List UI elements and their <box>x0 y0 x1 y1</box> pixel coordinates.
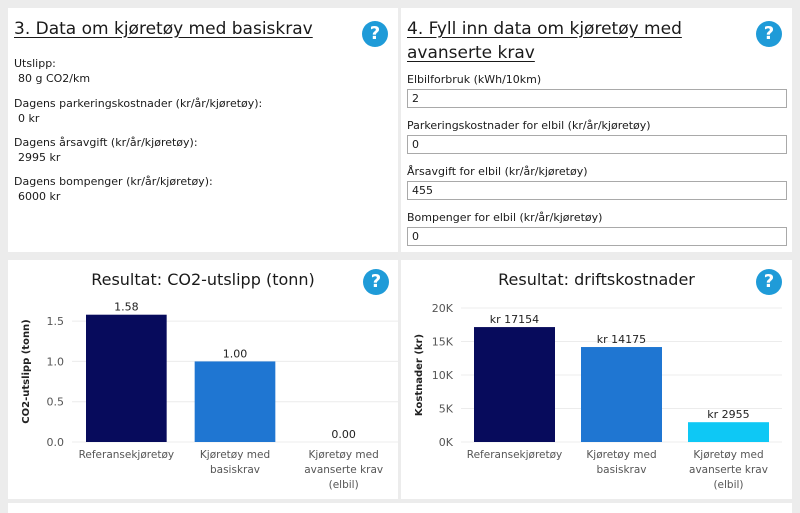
bar <box>581 347 662 442</box>
data-label: 1.58 <box>114 301 139 314</box>
x-tick-label: (elbil) <box>329 479 359 491</box>
data-label: kr 2955 <box>707 408 749 421</box>
y-axis-label: CO2-utslipp (tonn) <box>21 319 32 423</box>
x-tick-label: Referansekjøretøy <box>79 449 175 461</box>
annual-fee-value: 2995 kr <box>18 151 61 164</box>
panel-title-line2: avanserte krav <box>407 43 535 63</box>
parking-cost-value: 0 kr <box>18 112 40 125</box>
x-tick-label: Kjøretøy med <box>586 449 656 461</box>
data-label: 1.00 <box>223 347 248 360</box>
ev-parking-label: Parkeringskostnader for elbil (kr/år/kjø… <box>407 119 651 132</box>
x-tick-label: Kjøretøy med <box>309 449 379 461</box>
help-icon[interactable]: ? <box>756 21 782 47</box>
bar <box>194 361 276 442</box>
y-tick-label: 0.0 <box>47 436 65 449</box>
parking-cost-label: Dagens parkeringskostnader (kr/år/kjøret… <box>14 97 263 110</box>
panel-title-line1: 4. Fyll inn data om kjøretøy med <box>407 19 682 39</box>
ev-toll-label: Bompenger for elbil (kr/år/kjøretøy) <box>407 211 603 224</box>
bar <box>688 422 769 442</box>
panel-title: 3. Data om kjøretøy med basiskrav <box>14 19 313 39</box>
panel-basic-vehicle: 3. Data om kjøretøy med basiskrav ? Utsl… <box>8 8 398 252</box>
panel-cost-chart: Resultat: driftskostnader ? 0K 5K 10K 15K 20… <box>401 260 792 499</box>
ev-parking-input[interactable] <box>407 135 787 154</box>
ev-toll-input[interactable] <box>407 227 787 246</box>
ev-consumption-input[interactable] <box>407 89 787 108</box>
panel-co2-chart: Resultat: CO2-utslipp (tonn) ? 0.0 0.5 1.0… <box>8 260 398 499</box>
y-tick-label: 1.0 <box>47 355 65 368</box>
y-tick-label: 5K <box>439 403 454 416</box>
data-label: 0.00 <box>331 428 356 441</box>
bar <box>474 327 555 442</box>
x-tick-label: basiskrav <box>596 464 646 476</box>
help-icon[interactable]: ? <box>363 269 389 295</box>
x-tick-label: avanserte krav <box>304 464 383 476</box>
y-tick-label: 10K <box>432 369 454 382</box>
y-tick-label: 0.5 <box>47 396 65 409</box>
y-tick-label: 15K <box>432 336 454 349</box>
x-tick-label: avanserte krav <box>689 464 768 476</box>
x-tick-label: Referansekjøretøy <box>467 449 563 461</box>
panel-advanced-vehicle: 4. Fyll inn data om kjøretøy med avanser… <box>401 8 792 252</box>
x-tick-label: (elbil) <box>713 479 743 491</box>
toll-label: Dagens bompenger (kr/år/kjøretøy): <box>14 175 213 188</box>
data-label: kr 17154 <box>490 313 539 326</box>
y-tick-label: 20K <box>432 302 454 315</box>
data-label: kr 14175 <box>597 333 646 346</box>
toll-value: 6000 kr <box>18 190 61 203</box>
cost-chart: 0K 5K 10K 15K 20K Kostnader (kr) kr 17154 Refer… <box>414 302 782 491</box>
x-tick-label: Kjøretøy med <box>200 449 270 461</box>
x-tick-label: basiskrav <box>210 464 260 476</box>
ev-annual-fee-input[interactable] <box>407 181 787 200</box>
y-tick-label: 0K <box>439 436 454 449</box>
chart-title: Resultat: CO2-utslipp (tonn) <box>91 270 315 289</box>
chart-title: Resultat: driftskostnader <box>498 270 695 289</box>
annual-fee-label: Dagens årsavgift (kr/år/kjøretøy): <box>14 136 198 149</box>
help-icon[interactable]: ? <box>756 269 782 295</box>
y-tick-label: 1.5 <box>47 315 65 328</box>
help-icon[interactable]: ? <box>362 21 388 47</box>
ev-annual-fee-label: Årsavgift for elbil (kr/år/kjøretøy) <box>407 165 588 178</box>
ev-consumption-label: Elbilforbruk (kWh/10km) <box>407 73 542 86</box>
emission-label: Utslipp: <box>14 57 56 70</box>
bar <box>86 314 167 442</box>
co2-chart: 0.0 0.5 1.0 1.5 CO2-utslipp (tonn) 1.58 Refera… <box>21 301 398 491</box>
panel-bottom <box>8 503 792 513</box>
y-axis-label: Kostnader (kr) <box>414 334 425 416</box>
x-tick-label: Kjøretøy med <box>693 449 763 461</box>
emission-value: 80 g CO2/km <box>18 72 91 85</box>
